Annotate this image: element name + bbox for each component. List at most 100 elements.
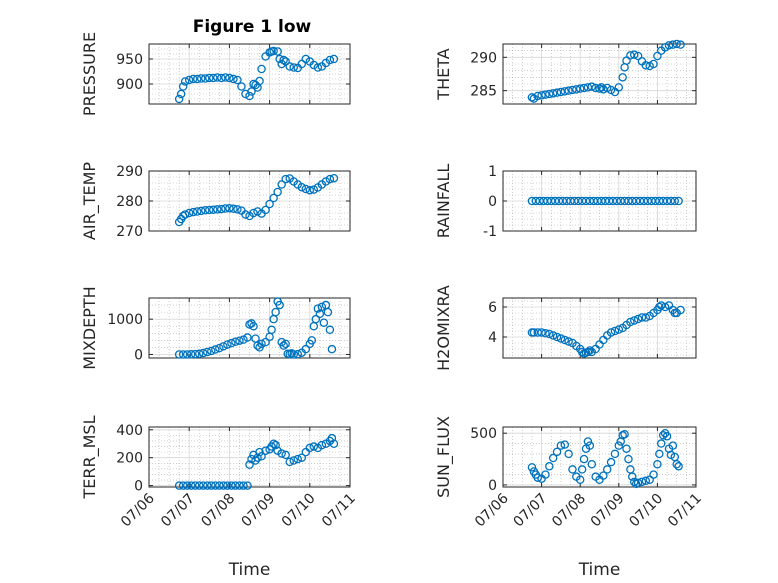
panel-3: 270 280 290 AIR_TEMP: [80, 162, 351, 240]
y-axis-label: TERR_MSL: [80, 415, 100, 499]
y-tick-label: 1: [488, 164, 497, 180]
data-point: [329, 439, 339, 448]
data-point: [174, 350, 184, 359]
data-point: [602, 465, 612, 474]
data-point: [309, 185, 319, 194]
data-point: [281, 450, 290, 460]
data-point: [585, 441, 595, 450]
data-point: [239, 481, 248, 490]
data-point: [552, 88, 562, 97]
data-point: [215, 343, 224, 353]
y-tick-label: 500: [470, 426, 497, 442]
data-point: [249, 208, 258, 218]
data-point: [313, 63, 323, 72]
data-point: [564, 449, 573, 459]
data-point: [556, 441, 566, 450]
data-point: [560, 335, 570, 345]
data-point: [676, 40, 685, 49]
data-point: [541, 328, 550, 338]
data-point: [237, 82, 246, 91]
data-point: [572, 85, 581, 94]
data-point: [317, 440, 327, 450]
data-point: [273, 187, 282, 197]
data-point: [231, 481, 240, 490]
data-point: [205, 205, 214, 215]
data-point: [587, 82, 597, 91]
data-point: [653, 459, 662, 469]
data-point: [641, 313, 651, 322]
data-point: [205, 73, 214, 83]
x-axis-label: Time: [228, 560, 271, 580]
data-point: [564, 86, 573, 95]
y-tick-label: 6: [488, 300, 497, 316]
data-point: [297, 59, 307, 69]
data-point: [533, 473, 542, 482]
data-point: [313, 304, 323, 313]
data-point: [655, 302, 664, 312]
data-point: [257, 64, 266, 74]
data-point: [587, 459, 597, 469]
data-point: [649, 59, 658, 69]
data-point: [527, 93, 537, 102]
data-point: [577, 347, 587, 357]
y-tick-label: 290: [116, 164, 143, 180]
data-point: [197, 74, 206, 83]
data-point: [261, 446, 270, 455]
data-point: [311, 314, 321, 324]
data-point: [301, 184, 311, 194]
data-point: [329, 54, 339, 64]
data-point: [575, 475, 585, 485]
data-point: [178, 481, 188, 490]
y-axis-label: MIXDEPTH: [80, 286, 99, 369]
panel-5: 0 1000 MIXDEPTH: [80, 286, 351, 370]
data-point: [606, 457, 616, 467]
data-point: [664, 41, 674, 50]
y-tick-label: 1000: [107, 312, 143, 328]
data-point: [560, 87, 570, 96]
data-point: [325, 55, 335, 65]
data-point: [225, 203, 234, 213]
data-point: [668, 441, 678, 450]
data-point: [245, 91, 254, 101]
data-point: [285, 457, 294, 467]
y-axis-label: AIR_TEMP: [80, 162, 100, 240]
data-point: [225, 73, 234, 83]
y-tick-label: 0: [134, 479, 143, 495]
data-point: [188, 74, 198, 84]
data-point: [239, 335, 248, 344]
data-point: [676, 305, 685, 315]
data-point: [285, 62, 294, 71]
data-point: [585, 346, 595, 355]
data-point: [281, 174, 290, 184]
axes-box: [148, 426, 351, 488]
data-point: [201, 206, 210, 215]
data-point: [610, 326, 620, 336]
data-point: [194, 349, 204, 359]
data-point: [255, 76, 264, 86]
data-point: [279, 55, 288, 65]
data-point: [618, 73, 627, 82]
data-point: [556, 334, 566, 343]
data-point: [556, 87, 566, 97]
data-point: [633, 314, 643, 324]
data-point: [271, 440, 280, 450]
axes-box: [148, 297, 351, 359]
data-point: [223, 481, 232, 490]
data-point: [233, 75, 242, 85]
data-point: [541, 470, 550, 479]
data-point: [217, 73, 226, 83]
data-point: [203, 481, 212, 490]
data-point: [545, 462, 554, 471]
data-point: [533, 91, 542, 101]
data-point: [293, 349, 302, 359]
data-point: [583, 437, 593, 446]
data-point: [297, 182, 307, 192]
data-point: [197, 206, 206, 216]
data-point: [620, 429, 629, 439]
data-point: [219, 342, 228, 351]
data-point: [662, 432, 672, 441]
data-point: [614, 441, 624, 450]
data-point: [186, 350, 196, 359]
axes-box: [148, 43, 351, 105]
